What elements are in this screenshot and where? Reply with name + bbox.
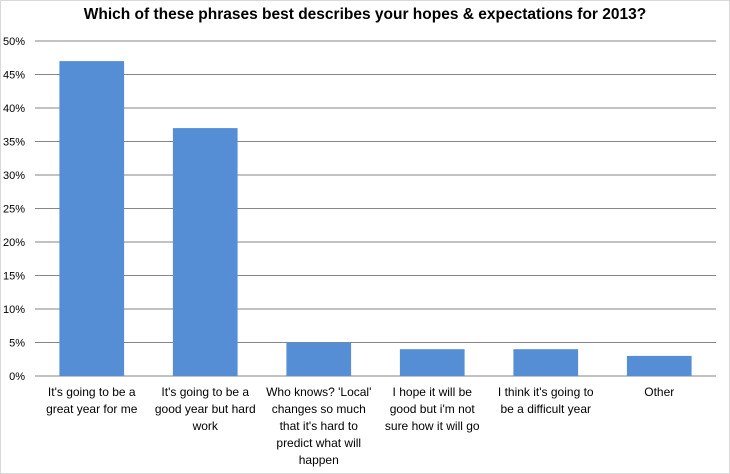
y-tick-label: 20% <box>3 237 25 249</box>
bar <box>172 128 238 376</box>
y-tick-label: 40% <box>3 103 25 115</box>
y-tick-label: 10% <box>3 304 25 316</box>
y-tick-label: 5% <box>9 338 25 350</box>
x-tick-label: I think it's going to be a difficult yea… <box>497 385 594 416</box>
x-tick-label: Who knows? 'Local' changes so much that … <box>266 385 372 467</box>
bar <box>286 342 352 376</box>
x-tick-label: It's going to be a great year for me <box>46 385 138 416</box>
x-tick-label: I hope it will be good but i'm not sure … <box>384 385 480 433</box>
chart-title: Which of these phrases best describes yo… <box>83 6 647 23</box>
bar <box>626 355 692 376</box>
bar <box>59 61 125 376</box>
y-tick-label: 15% <box>3 271 25 283</box>
y-tick-label: 25% <box>3 204 25 216</box>
x-tick-label: It's going to be a good year but hard wo… <box>154 385 256 433</box>
y-tick-label: 0% <box>9 371 25 383</box>
y-tick-label: 35% <box>3 137 25 149</box>
bar <box>399 349 465 376</box>
x-tick-label: Other <box>644 385 675 399</box>
y-tick-label: 50% <box>3 36 25 48</box>
y-tick-label: 45% <box>3 70 25 82</box>
bar <box>513 349 579 376</box>
y-tick-label: 30% <box>3 170 25 182</box>
